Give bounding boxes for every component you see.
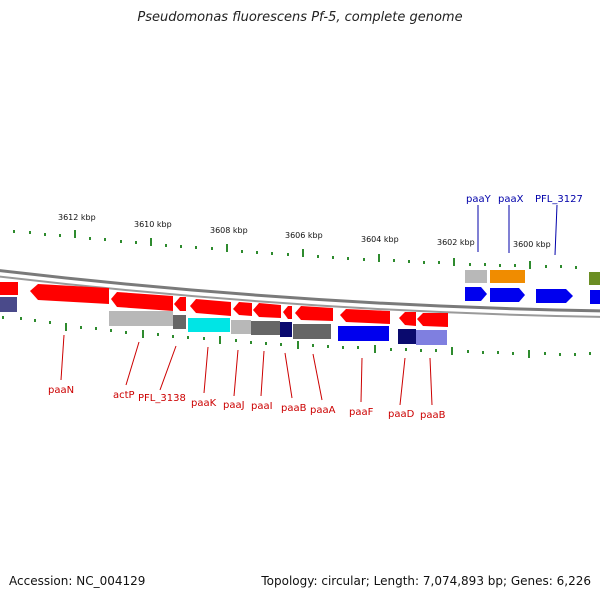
accession-label: Accession: NC_004129 bbox=[9, 574, 146, 588]
gene-actP[interactable] bbox=[111, 292, 173, 311]
map-title: Pseudomonas fluorescens Pf-5, complete g… bbox=[137, 10, 463, 25]
annotation-block bbox=[293, 324, 331, 339]
gene-forward-olive[interactable] bbox=[589, 272, 600, 285]
gene-paaI[interactable] bbox=[253, 303, 281, 318]
reverse-gene-labels: paaN actP PFL_3138 paaK paaJ paaI paaB p… bbox=[48, 385, 446, 421]
gene-paaF[interactable] bbox=[340, 309, 390, 324]
reverse-strand-genes bbox=[0, 282, 448, 327]
gene-paaN[interactable] bbox=[30, 284, 109, 304]
annotation-block bbox=[416, 330, 447, 345]
gene-paaX-arrow[interactable] bbox=[490, 288, 525, 302]
annotation-block bbox=[251, 321, 280, 335]
position-label: 3604 kbp bbox=[361, 235, 399, 244]
gene-paaK[interactable] bbox=[190, 299, 231, 316]
gene-label: paaA bbox=[310, 405, 336, 416]
gene-paaJ[interactable] bbox=[233, 302, 252, 316]
gene-PFL_3127[interactable] bbox=[536, 289, 573, 303]
gene-reverse-edge[interactable] bbox=[0, 282, 18, 295]
annotation-block bbox=[173, 315, 186, 329]
gene-label: paaD bbox=[388, 409, 415, 420]
gene-label: paaK bbox=[191, 398, 217, 409]
gene-forward-edge[interactable] bbox=[590, 290, 600, 304]
annotation-block bbox=[398, 329, 416, 344]
gene-paaY[interactable] bbox=[465, 287, 487, 301]
position-label: 3612 kbp bbox=[58, 213, 96, 222]
gene-forward-gray[interactable] bbox=[465, 270, 487, 283]
position-label: 3610 kbp bbox=[134, 220, 172, 229]
position-labels: 3612 kbp 3610 kbp 3608 kbp 3606 kbp 3604… bbox=[58, 213, 551, 249]
position-label: 3602 kbp bbox=[437, 238, 475, 247]
annotation-block bbox=[280, 322, 292, 337]
gene-label: paaY bbox=[466, 194, 492, 205]
forward-gene-labels: paaY paaX PFL_3127 bbox=[466, 194, 583, 205]
reverse-gene-callouts bbox=[60, 334, 433, 406]
annotation-block bbox=[109, 311, 173, 326]
position-label: 3608 kbp bbox=[210, 226, 248, 235]
annotation-blocks bbox=[0, 299, 447, 345]
gene-label: PFL_3138 bbox=[138, 393, 186, 404]
lower-scale-ticks bbox=[2, 316, 591, 358]
gene-label: paaJ bbox=[223, 400, 245, 411]
position-label: 3606 kbp bbox=[285, 231, 323, 240]
upper-scale-ticks bbox=[13, 230, 577, 269]
forward-strand-genes bbox=[465, 270, 600, 304]
gene-label: paaI bbox=[251, 401, 273, 412]
annotation-block bbox=[0, 299, 17, 312]
gene-label: paaX bbox=[498, 194, 524, 205]
genome-summary: Topology: circular; Length: 7,074,893 bp… bbox=[261, 574, 591, 588]
annotation-block bbox=[231, 320, 251, 334]
gene-paaD[interactable] bbox=[399, 312, 416, 326]
gene-label: PFL_3127 bbox=[535, 194, 583, 205]
gene-paaX[interactable] bbox=[490, 270, 525, 283]
annotation-block bbox=[338, 326, 389, 341]
gene-label: paaB bbox=[420, 410, 446, 421]
position-label: 3600 kbp bbox=[513, 240, 551, 249]
gene-paaB-2[interactable] bbox=[417, 313, 448, 327]
gene-label: paaF bbox=[349, 407, 374, 418]
forward-gene-callouts bbox=[477, 204, 558, 256]
gene-paaB-1[interactable] bbox=[283, 306, 292, 319]
gene-paaA[interactable] bbox=[295, 306, 333, 321]
gene-label: actP bbox=[113, 390, 135, 401]
gene-label: paaB bbox=[281, 403, 307, 414]
genome-backbone bbox=[0, 269, 600, 318]
annotation-block bbox=[188, 318, 230, 332]
gene-label: paaN bbox=[48, 385, 74, 396]
gene-PFL_3138[interactable] bbox=[174, 297, 186, 311]
